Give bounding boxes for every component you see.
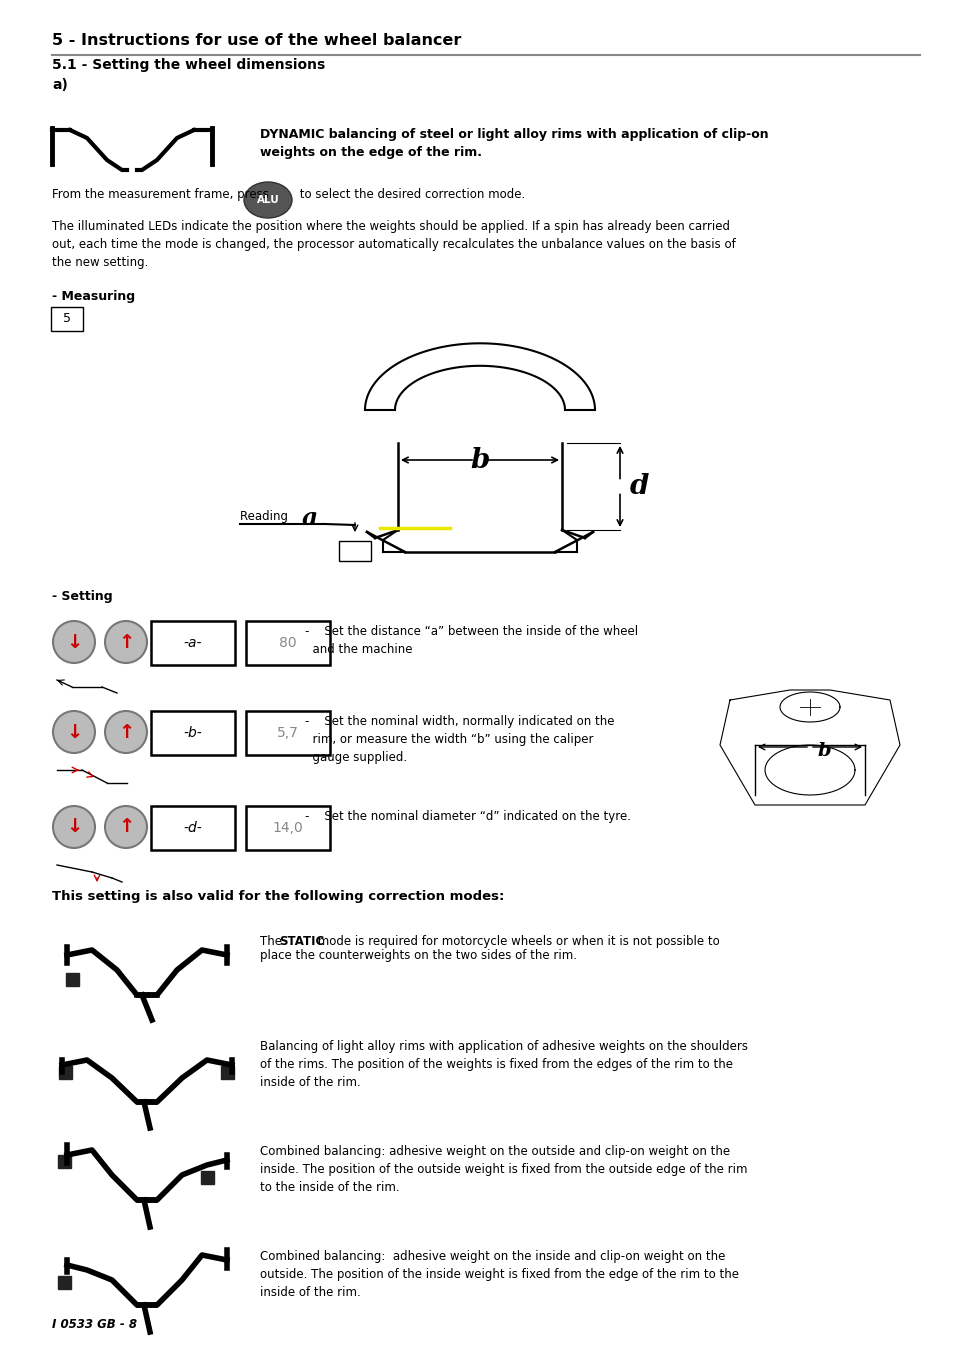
Text: Combined balancing: adhesive weight on the outside and clip-on weight on the
ins: Combined balancing: adhesive weight on t… — [260, 1145, 747, 1193]
Text: 5 - Instructions for use of the wheel balancer: 5 - Instructions for use of the wheel ba… — [52, 32, 461, 49]
Text: a): a) — [52, 78, 68, 92]
FancyBboxPatch shape — [246, 806, 330, 850]
FancyBboxPatch shape — [246, 621, 330, 666]
Text: ALU: ALU — [256, 194, 279, 205]
Text: I 0533 GB - 8: I 0533 GB - 8 — [52, 1318, 137, 1331]
Text: mode is required for motorcycle wheels or when it is not possible to: mode is required for motorcycle wheels o… — [314, 936, 720, 948]
Text: -    Set the distance “a” between the inside of the wheel
  and the machine: - Set the distance “a” between the insid… — [305, 625, 638, 656]
Text: DYNAMIC balancing of steel or light alloy rims with application of clip-on
weigh: DYNAMIC balancing of steel or light allo… — [260, 128, 768, 159]
Text: ↑: ↑ — [117, 633, 134, 652]
FancyBboxPatch shape — [67, 972, 79, 986]
FancyBboxPatch shape — [246, 711, 330, 755]
FancyBboxPatch shape — [151, 806, 234, 850]
Ellipse shape — [53, 621, 95, 663]
Ellipse shape — [53, 711, 95, 753]
FancyBboxPatch shape — [58, 1276, 71, 1288]
Text: b: b — [470, 447, 489, 474]
Text: -a-: -a- — [184, 636, 202, 649]
Text: The illuminated LEDs indicate the position where the weights should be applied. : The illuminated LEDs indicate the positi… — [52, 220, 735, 269]
Text: b: b — [817, 743, 831, 760]
Text: 5.1 - Setting the wheel dimensions: 5.1 - Setting the wheel dimensions — [52, 58, 325, 72]
Text: ↑: ↑ — [117, 818, 134, 837]
FancyBboxPatch shape — [151, 621, 234, 666]
Text: This setting is also valid for the following correction modes:: This setting is also valid for the follo… — [52, 890, 504, 903]
Text: - Measuring: - Measuring — [52, 290, 135, 302]
FancyBboxPatch shape — [59, 1065, 72, 1079]
Text: place the counterweights on the two sides of the rim.: place the counterweights on the two side… — [260, 949, 577, 963]
Text: STATIC: STATIC — [279, 936, 325, 948]
Text: The: The — [260, 936, 286, 948]
Text: 5,7: 5,7 — [276, 726, 298, 740]
FancyBboxPatch shape — [221, 1065, 234, 1079]
Text: 14,0: 14,0 — [273, 821, 303, 836]
FancyBboxPatch shape — [338, 541, 371, 562]
Text: -d-: -d- — [183, 821, 202, 836]
Text: Balancing of light alloy rims with application of adhesive weights on the should: Balancing of light alloy rims with appli… — [260, 1040, 747, 1089]
Text: ↓: ↓ — [66, 633, 82, 652]
Text: 80: 80 — [279, 636, 296, 649]
FancyBboxPatch shape — [151, 711, 234, 755]
Text: Reading: Reading — [240, 510, 292, 522]
Text: d: d — [629, 472, 649, 499]
Ellipse shape — [105, 621, 147, 663]
Text: -    Set the nominal diameter “d” indicated on the tyre.: - Set the nominal diameter “d” indicated… — [305, 810, 630, 824]
Text: ↓: ↓ — [66, 722, 82, 741]
Ellipse shape — [105, 711, 147, 753]
Text: a: a — [302, 506, 318, 531]
FancyBboxPatch shape — [51, 306, 83, 331]
Text: Combined balancing:  adhesive weight on the inside and clip-on weight on the
out: Combined balancing: adhesive weight on t… — [260, 1250, 739, 1299]
Text: ↓: ↓ — [66, 818, 82, 837]
FancyBboxPatch shape — [58, 1154, 71, 1168]
Text: From the measurement frame, press: From the measurement frame, press — [52, 188, 269, 201]
Text: ↑: ↑ — [117, 722, 134, 741]
Text: to select the desired correction mode.: to select the desired correction mode. — [295, 188, 525, 201]
Ellipse shape — [53, 806, 95, 848]
Text: - Setting: - Setting — [52, 590, 112, 603]
Ellipse shape — [244, 182, 292, 217]
Text: -    Set the nominal width, normally indicated on the
  rim, or measure the widt: - Set the nominal width, normally indica… — [305, 716, 614, 764]
FancyBboxPatch shape — [201, 1170, 214, 1184]
Text: 5: 5 — [63, 312, 71, 325]
Text: -b-: -b- — [183, 726, 202, 740]
Ellipse shape — [105, 806, 147, 848]
